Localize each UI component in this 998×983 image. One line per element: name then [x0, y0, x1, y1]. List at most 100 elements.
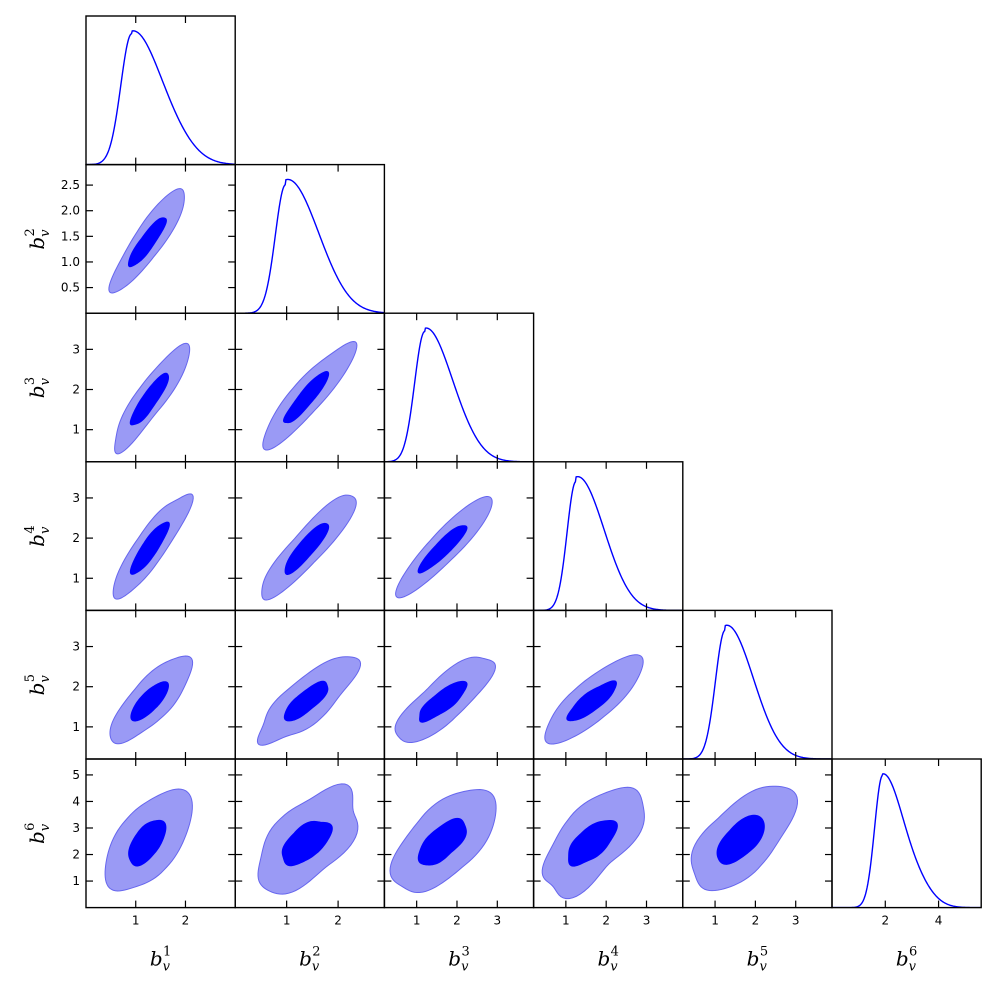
- y-axis-label-b6: bv6: [23, 823, 53, 844]
- y-tick-label: 2: [72, 531, 80, 545]
- inner-contour-b1-b6: [128, 819, 167, 867]
- x-tick-label: 1: [711, 914, 719, 928]
- panel-content: [256, 656, 362, 746]
- panel-content: [261, 494, 357, 601]
- contour-panel-b3-b4: [383, 461, 535, 612]
- panel-frame: [831, 758, 982, 909]
- y-tick-label: 0.5: [61, 281, 80, 295]
- panel-content: [86, 30, 236, 165]
- panel-content: [114, 342, 191, 455]
- y-tick-label: 2: [72, 680, 80, 694]
- contour-panel-b2-b6: [234, 758, 386, 909]
- y-tick-label: 2: [72, 383, 80, 397]
- panel-content: [832, 773, 982, 908]
- inner-contour-b1-b4: [129, 521, 170, 575]
- marginal-panel-b2: [234, 163, 386, 314]
- y-tick-label: 2: [72, 848, 80, 862]
- y-tick-label: 5: [72, 768, 80, 782]
- marginal-panel-b6: [831, 758, 982, 909]
- marginal-line-b2: [235, 178, 385, 314]
- inner-contour-b3-b5: [419, 680, 468, 723]
- contour-panel-b3-b6: [383, 758, 535, 909]
- y-tick-label: 2.5: [61, 178, 80, 192]
- panel-content: [394, 656, 496, 744]
- panel-frame: [532, 461, 684, 612]
- marginal-panel-b3: [383, 312, 535, 463]
- marginal-line-b4: [533, 475, 683, 611]
- y-tick-label: 1.0: [61, 255, 80, 269]
- panel-content: [690, 785, 798, 892]
- panel-frame: [234, 163, 386, 314]
- x-tick-label: 1: [283, 914, 291, 928]
- x-tick-label: 2: [752, 914, 760, 928]
- marginal-line-b5: [682, 624, 832, 760]
- y-axis-label-b3: bv3: [23, 377, 53, 398]
- inner-contour-b2-b5: [283, 680, 329, 722]
- x-axis-label-b2: bv2: [299, 945, 320, 975]
- x-tick-label: 3: [493, 914, 501, 928]
- contour-panel-b2-b3: [234, 312, 386, 463]
- x-tick-label: 3: [643, 914, 651, 928]
- contour-panel-b3-b5: [383, 609, 535, 760]
- x-tick-label: 2: [881, 914, 889, 928]
- marginal-line-b1: [86, 30, 236, 165]
- x-tick-label: 2: [182, 914, 190, 928]
- y-tick-label: 1: [72, 571, 80, 585]
- y-tick-label: 1: [72, 720, 80, 734]
- inner-contour-b2-b4: [284, 522, 330, 575]
- y-axis-label-b2: bv2: [23, 228, 53, 249]
- x-tick-label: 3: [792, 914, 800, 928]
- contour-panel-b2-b4: [234, 461, 386, 612]
- y-tick-label: 3: [72, 640, 80, 654]
- y-tick-label: 4: [72, 794, 80, 808]
- contour-panel-b4-b6: [532, 758, 684, 909]
- contour-panel-b4-b5: [532, 609, 684, 760]
- panel-content: [262, 341, 358, 451]
- marginal-line-b6: [832, 773, 982, 908]
- y-tick-label: 1.5: [61, 229, 80, 243]
- marginal-panel-b5: [682, 609, 833, 760]
- contour-panel-b5-b6: [682, 758, 833, 909]
- panel-content: [109, 655, 194, 745]
- x-tick-label: 2: [602, 914, 610, 928]
- contour-panel-b1-b6: [85, 758, 236, 909]
- panel-content: [395, 496, 493, 599]
- contour-panel-b1-b4: [85, 461, 236, 612]
- panel-content: [389, 789, 497, 894]
- inner-contour-b1-b2: [127, 217, 167, 268]
- y-tick-label: 1: [72, 423, 80, 437]
- panel-content: [544, 654, 644, 745]
- panel-content: [112, 493, 194, 600]
- panel-content: [108, 188, 185, 294]
- marginal-line-b3: [384, 327, 534, 462]
- x-axis-label-b4: bv4: [597, 945, 618, 975]
- inner-contour-b2-b3: [283, 371, 330, 424]
- y-tick-label: 3: [72, 342, 80, 356]
- inner-contour-b4-b6: [568, 819, 618, 867]
- panel-content: [257, 783, 359, 895]
- inner-contour-b1-b3: [129, 372, 170, 426]
- panel-frame: [682, 609, 833, 760]
- panel-frame: [85, 15, 236, 166]
- x-tick-label: 1: [132, 914, 140, 928]
- y-tick-label: 3: [72, 491, 80, 505]
- panel-content: [104, 788, 193, 892]
- x-tick-label: 2: [453, 914, 461, 928]
- x-tick-label: 1: [413, 914, 421, 928]
- y-axis-label-b4: bv4: [23, 525, 53, 546]
- inner-contour-b5-b6: [716, 814, 765, 865]
- contour-panel-b1-b2: [85, 163, 236, 314]
- contour-panel-b1-b3: [85, 312, 236, 463]
- contour-panel-b2-b5: [234, 609, 386, 760]
- y-tick-label: 3: [72, 821, 80, 835]
- x-axis-label-b1: bv1: [150, 945, 171, 975]
- panel-content: [541, 786, 645, 900]
- panel-content: [384, 327, 534, 462]
- inner-contour-b3-b4: [417, 525, 468, 574]
- y-tick-label: 1: [72, 874, 80, 888]
- marginal-panel-b1: [85, 15, 236, 166]
- x-axis-label-b3: bv3: [448, 945, 469, 975]
- panel-frame: [383, 312, 535, 463]
- x-tick-label: 2: [334, 914, 342, 928]
